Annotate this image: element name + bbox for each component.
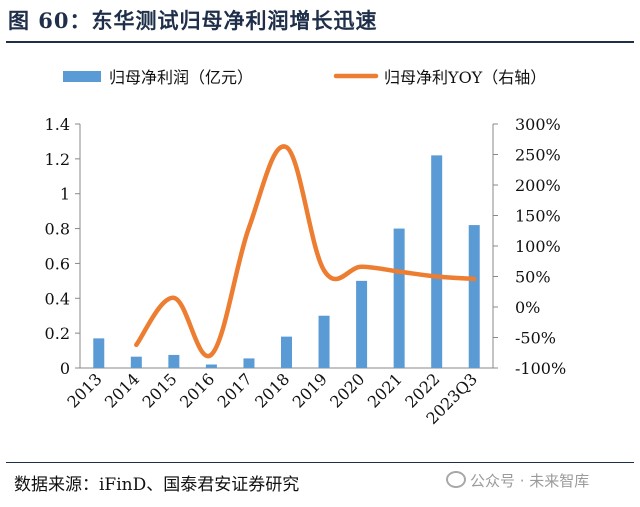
- y-left-tick-label: 1.4: [45, 115, 70, 134]
- watermark: 公众号 · 未来智库: [446, 470, 589, 491]
- plot-area: 0 0.2 0.4 0.6 0.8 1 1.2 1.4 -100% -50% 0% 50% 100% 15…: [45, 115, 567, 428]
- y-left-tick-label: 0.2: [45, 324, 70, 343]
- bar-2017: [243, 358, 255, 368]
- bar-2016: [205, 364, 217, 368]
- y-left-tick-label: 0.8: [45, 220, 70, 239]
- x-tick-label: 2021: [364, 369, 406, 411]
- chart: 归母净利润（亿元） 归母净利YOY（右轴） 0 0.2 0.4 0.6 0.8 1 1.2 1.…: [45, 68, 567, 428]
- legend: 归母净利润（亿元） 归母净利YOY（右轴）: [63, 68, 546, 87]
- y-right-tick-label: 50%: [515, 268, 551, 287]
- bar-2019: [318, 315, 330, 368]
- bar-2018: [281, 336, 292, 368]
- wechat-icon: [446, 471, 466, 488]
- source-note: 数据来源：iFinD、国泰君安证券研究: [14, 475, 300, 495]
- legend-label-bar: 归母净利润（亿元）: [109, 68, 253, 87]
- y-right-tick-label: 300%: [515, 115, 561, 134]
- bar-2014: [130, 356, 142, 368]
- bar-2021: [393, 228, 405, 368]
- legend-swatch-bar: [63, 71, 101, 82]
- y-left-tick-label: 0.4: [45, 289, 70, 308]
- x-tick-label: 2019: [289, 369, 331, 411]
- yoy-line: [134, 144, 477, 359]
- y-left-tick-label: 1: [60, 185, 70, 204]
- legend-label-line: 归母净利YOY（右轴）: [384, 68, 546, 87]
- x-tick-label: 2014: [101, 369, 143, 411]
- bar-2020: [356, 280, 368, 368]
- title-divider: [6, 41, 634, 43]
- y-right-tick-label: -50%: [515, 329, 556, 348]
- x-tick-label: 2016: [176, 369, 218, 411]
- y-left-tick-label: 0: [60, 359, 70, 378]
- y-left-tick-label: 1.2: [45, 150, 70, 169]
- y-right-tick-label: 250%: [515, 146, 561, 165]
- bar-2015: [168, 354, 180, 368]
- y-right-tick-label: 0%: [515, 298, 540, 317]
- x-tick-label: 2017: [214, 369, 256, 411]
- x-tick-label: 2018: [251, 369, 293, 411]
- figure-title: 图 60：东华测试归母净利润增长迅速: [8, 8, 378, 33]
- x-tick-label: 2020: [326, 369, 368, 411]
- watermark-text: 公众号 · 未来智库: [470, 472, 590, 490]
- x-tick-label: 2015: [138, 369, 180, 411]
- y-left-tick-label: 0.6: [45, 254, 70, 273]
- y-right-tick-label: 150%: [515, 207, 561, 226]
- y-right-tick-label: 100%: [515, 237, 561, 256]
- bar-2022: [431, 155, 443, 368]
- y-right-tick-label: 200%: [515, 176, 561, 195]
- source-divider: [6, 462, 634, 463]
- y-right-tick-label: -100%: [515, 359, 566, 378]
- bar-2013: [93, 338, 105, 368]
- bar-2023Q3: [468, 225, 480, 368]
